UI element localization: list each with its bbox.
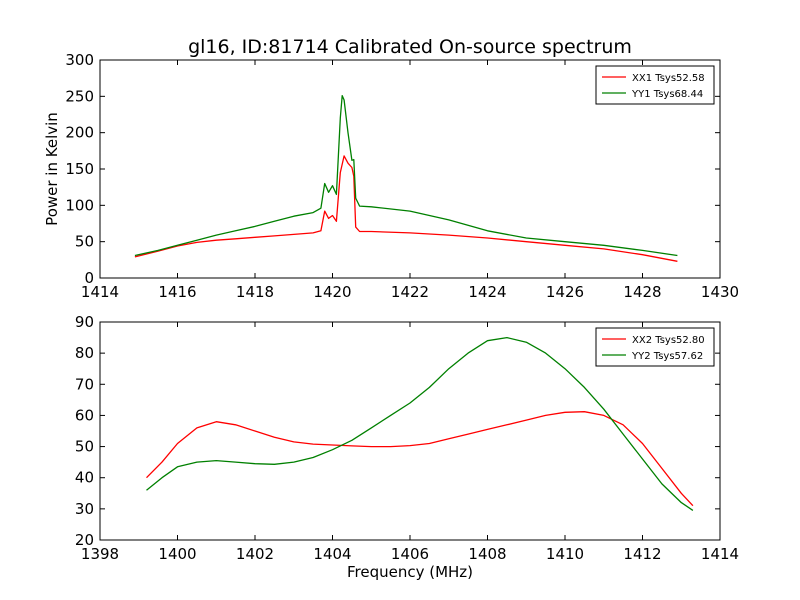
y-tick-label: 50 — [75, 438, 94, 456]
y-tick-label: 40 — [75, 469, 94, 487]
bottom-chart: 1398 1400 1402 1404 1406 1408 1410 1412 1414 20 30… — [75, 313, 739, 563]
y-axis-label: Power in Kelvin — [43, 112, 61, 226]
y-tick-label: 60 — [75, 406, 94, 424]
x-tick-label: 1424 — [468, 283, 506, 301]
legend-box — [595, 327, 715, 367]
x-tick-label: 1416 — [158, 283, 196, 301]
x-tick-label: 1422 — [391, 283, 429, 301]
x-tick-label: 1420 — [313, 283, 351, 301]
x-tick-label: 1404 — [313, 545, 351, 563]
chart-title: gl16, ID:81714 Calibrated On-source spec… — [188, 36, 632, 58]
x-tick-label: 1398 — [81, 545, 119, 563]
series-line-xx — [146, 411, 694, 507]
legend-box — [595, 65, 715, 105]
x-tick-label: 1428 — [623, 283, 661, 301]
x-tick-label: 1412 — [623, 545, 661, 563]
y-tick-label: 150 — [65, 160, 94, 178]
legend-label: YY1 Tsys68.44 — [631, 89, 703, 100]
y-tick-label: 50 — [75, 233, 94, 251]
x-axis-label: Frequency (MHz) — [347, 563, 473, 581]
y-tick-label: 100 — [65, 196, 94, 214]
x-tick-label: 1410 — [546, 545, 584, 563]
x-tick-label: 1414 — [81, 283, 119, 301]
y-tick-label: 30 — [75, 500, 94, 518]
y-tick-label: 0 — [84, 269, 94, 287]
y-tick-label: 200 — [65, 124, 94, 142]
series-line-yy — [146, 336, 694, 511]
x-tick-label: 1400 — [158, 545, 196, 563]
legend-label: YY2 Tsys57.62 — [631, 351, 703, 362]
legend-label: XX1 Tsys52.58 — [632, 73, 705, 84]
y-tick-label: 20 — [75, 531, 94, 549]
legend: XX1 Tsys52.58 YY1 Tsys68.44 — [595, 65, 715, 105]
top-chart: 1414 1416 1418 1420 1422 1424 1426 1428 1430 0 50 1… — [43, 51, 739, 301]
x-tick-label: 1402 — [236, 545, 274, 563]
x-tick-label: 1414 — [701, 545, 739, 563]
x-tick-label: 1418 — [236, 283, 274, 301]
series-line-yy — [134, 94, 678, 257]
series-line-xx — [134, 155, 678, 262]
y-tick-label: 80 — [75, 344, 94, 362]
x-tick-label: 1430 — [701, 283, 739, 301]
y-tick-label: 250 — [65, 87, 94, 105]
legend: XX2 Tsys52.80 YY2 Tsys57.62 — [595, 327, 715, 367]
x-tick-label: 1426 — [546, 283, 584, 301]
x-tick-label: 1408 — [468, 545, 506, 563]
legend-label: XX2 Tsys52.80 — [632, 335, 705, 346]
x-tick-label: 1406 — [391, 545, 429, 563]
y-tick-label: 70 — [75, 375, 94, 393]
y-tick-label: 90 — [75, 313, 94, 331]
y-tick-label: 300 — [65, 51, 94, 69]
